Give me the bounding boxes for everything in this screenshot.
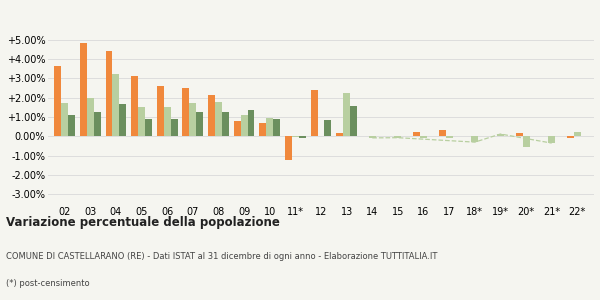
Bar	[208, 95, 215, 136]
Bar	[87, 98, 94, 136]
Bar	[446, 136, 452, 138]
Bar	[106, 51, 112, 136]
Bar	[182, 88, 190, 136]
Bar	[54, 66, 61, 136]
Bar	[131, 76, 138, 136]
Bar	[68, 115, 75, 136]
Bar	[523, 136, 530, 147]
Bar	[497, 134, 504, 136]
Bar	[190, 103, 196, 136]
Bar	[157, 86, 164, 136]
Bar	[138, 107, 145, 136]
Bar	[94, 112, 101, 136]
Bar	[80, 43, 87, 136]
Bar	[325, 120, 331, 136]
Bar	[266, 118, 273, 136]
Text: Variazione percentuale della popolazione: Variazione percentuale della popolazione	[6, 216, 280, 229]
Bar	[515, 133, 523, 136]
Bar	[273, 119, 280, 136]
Bar	[439, 130, 446, 136]
Bar	[548, 136, 555, 143]
Bar	[248, 110, 254, 136]
Bar	[259, 123, 266, 136]
Bar	[241, 115, 248, 136]
Bar	[299, 136, 306, 138]
Bar	[574, 131, 581, 136]
Bar	[234, 121, 241, 136]
Bar	[61, 103, 68, 136]
Bar	[119, 104, 127, 136]
Bar	[145, 119, 152, 136]
Bar	[285, 136, 292, 160]
Bar	[567, 136, 574, 138]
Bar	[413, 132, 420, 136]
Bar	[472, 136, 478, 142]
Bar	[164, 107, 170, 136]
Bar	[215, 101, 222, 136]
Bar	[112, 74, 119, 136]
Bar	[369, 136, 376, 138]
Bar	[350, 106, 357, 136]
Bar	[343, 93, 350, 136]
Bar	[222, 112, 229, 136]
Legend: Castellarano, Provincia di RE, Em.-Romagna: Castellarano, Provincia di RE, Em.-Romag…	[164, 0, 478, 3]
Bar	[420, 136, 427, 138]
Bar	[292, 136, 299, 137]
Bar	[394, 136, 401, 138]
Bar	[170, 119, 178, 136]
Text: COMUNE DI CASTELLARANO (RE) - Dati ISTAT al 31 dicembre di ogni anno - Elaborazi: COMUNE DI CASTELLARANO (RE) - Dati ISTAT…	[6, 252, 437, 261]
Bar	[311, 89, 317, 136]
Bar	[336, 134, 343, 136]
Text: (*) post-censimento: (*) post-censimento	[6, 279, 89, 288]
Bar	[196, 112, 203, 136]
